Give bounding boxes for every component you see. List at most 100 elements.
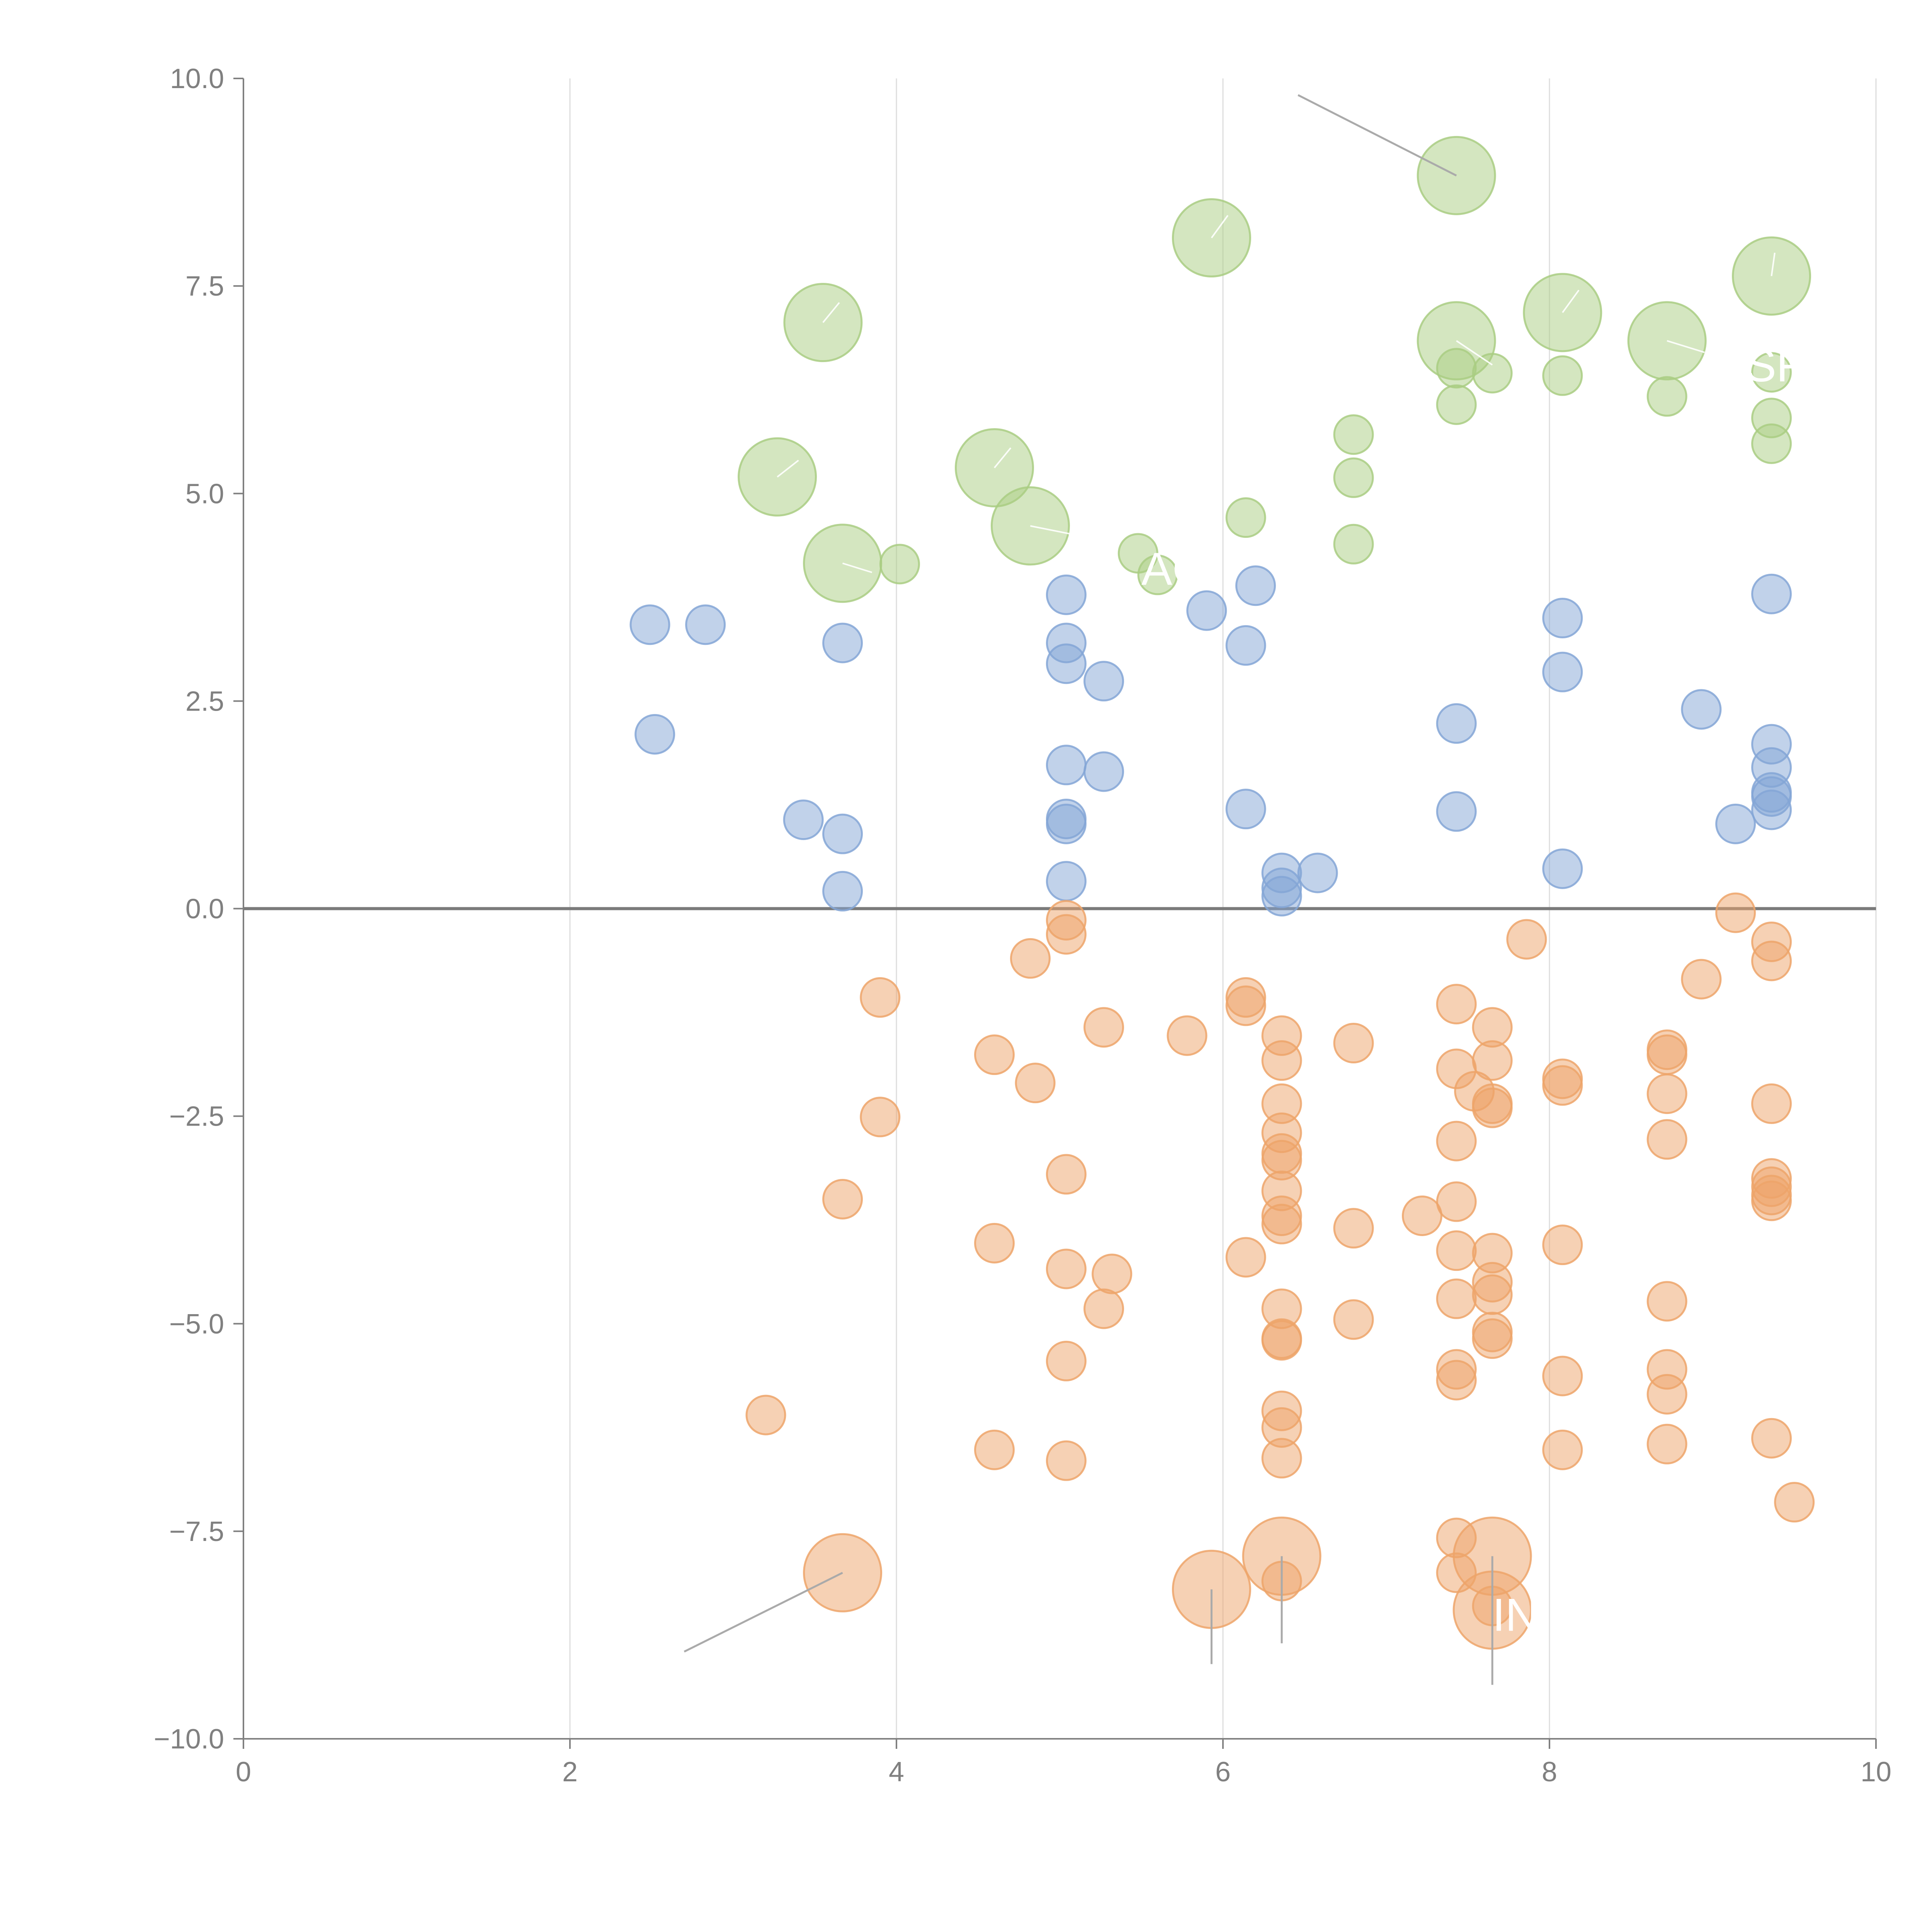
data-point-orange [1681, 959, 1722, 1000]
data-point-orange [1436, 1360, 1477, 1401]
data-point-orange [1436, 1230, 1477, 1271]
annotation-label: IN [1492, 1589, 1539, 1641]
data-point-orange [1046, 1154, 1087, 1195]
leader-line-inner [842, 562, 872, 573]
annotation-labels: AG SF IN [1141, 340, 1805, 1641]
data-point-orange [1436, 1552, 1477, 1593]
data-point-green [1333, 414, 1374, 455]
data-point-orange [1333, 1023, 1374, 1064]
data-points [629, 136, 1815, 1650]
data-point-blue [634, 714, 675, 755]
data-point-orange [1506, 919, 1547, 960]
data-point-blue [1297, 852, 1338, 893]
y-tick-label: 10.0 [170, 63, 224, 94]
data-point-orange [1751, 940, 1792, 981]
data-point-orange [1010, 938, 1051, 979]
data-point-orange [1472, 1318, 1513, 1359]
data-point-orange [1046, 1440, 1087, 1481]
data-point-orange [1646, 1281, 1687, 1322]
data-point-blue [1235, 565, 1276, 606]
data-point-blue [1436, 703, 1477, 744]
data-point-green [1523, 273, 1602, 352]
data-point-orange [1333, 1208, 1374, 1249]
data-point-orange [1401, 1195, 1442, 1236]
data-point-orange [1261, 1438, 1302, 1479]
data-point-green [1472, 353, 1513, 394]
data-point-blue [822, 813, 863, 854]
leader-line-inner [822, 302, 840, 323]
data-point-green [1751, 352, 1792, 393]
y-tick-label: 5.0 [185, 478, 224, 509]
data-point-orange [1646, 1119, 1687, 1160]
data-point-blue [1046, 745, 1087, 786]
data-point-orange [1774, 1482, 1815, 1523]
data-point-orange [1542, 1225, 1583, 1265]
data-point-orange [1751, 1180, 1792, 1221]
x-tick-label: 6 [1215, 1757, 1231, 1787]
leader-line-inner [777, 459, 799, 478]
data-point-orange [1092, 1253, 1133, 1294]
data-point-orange [974, 1429, 1015, 1470]
y-tick-label: −10.0 [154, 1724, 224, 1755]
data-point-orange [1646, 1034, 1687, 1075]
data-point-orange [1646, 1374, 1687, 1415]
leader-line-inner [1456, 340, 1493, 366]
data-point-blue [1225, 625, 1266, 666]
data-point-green [1436, 384, 1477, 425]
data-point-orange [1472, 1040, 1513, 1081]
data-point-blue [1046, 574, 1087, 615]
data-point-orange [1046, 1340, 1087, 1381]
x-tick-label: 10 [1861, 1757, 1891, 1787]
data-point-orange [1715, 892, 1756, 933]
data-point-orange [1225, 1237, 1266, 1278]
data-point-orange [1083, 1007, 1124, 1048]
data-point-orange [1436, 1278, 1477, 1319]
data-point-orange [803, 1533, 883, 1612]
data-point-orange [1646, 1423, 1687, 1464]
data-point-blue [1225, 789, 1266, 830]
data-point-green [1225, 497, 1266, 538]
data-point-blue [1715, 803, 1756, 844]
data-point-blue [1083, 751, 1124, 792]
data-point-orange [1261, 1040, 1302, 1081]
data-point-orange [1046, 1248, 1087, 1289]
data-point-orange [1542, 1429, 1583, 1470]
annotation-leaders [684, 94, 1776, 1685]
data-point-blue [1542, 598, 1583, 639]
data-point-orange [1046, 914, 1087, 955]
data-point-orange [1083, 1288, 1124, 1329]
data-point-orange [1261, 1320, 1302, 1361]
y-tick-label: 2.5 [185, 686, 224, 717]
data-point-orange [1472, 1274, 1513, 1315]
data-point-orange [1333, 1299, 1374, 1340]
data-point-green [1333, 524, 1374, 565]
data-point-orange [860, 1097, 901, 1138]
data-point-orange [1646, 1073, 1687, 1114]
y-tick-label: 0.0 [185, 894, 224, 925]
data-point-blue [822, 871, 863, 912]
data-point-green [1436, 348, 1477, 389]
data-point-orange [822, 1179, 863, 1219]
data-point-orange [860, 977, 901, 1018]
y-tick-label: −2.5 [169, 1101, 224, 1132]
data-point-orange [974, 1223, 1015, 1264]
data-point-orange [1542, 1065, 1583, 1106]
data-point-blue [1751, 789, 1792, 830]
data-point-blue [1046, 861, 1087, 902]
data-point-orange [1436, 1181, 1477, 1222]
leader-line-inner [1667, 340, 1705, 353]
data-point-blue [1681, 689, 1722, 730]
data-point-blue [822, 622, 863, 663]
data-point-orange [1542, 1355, 1583, 1396]
leader-line-inner [993, 447, 1012, 468]
data-point-orange [1751, 1083, 1792, 1124]
x-tick-label: 2 [562, 1757, 578, 1787]
data-point-blue [1542, 848, 1583, 889]
y-tick-label: −7.5 [169, 1516, 224, 1547]
leader-line [1298, 94, 1457, 177]
leader-line-inner [1030, 525, 1077, 536]
data-point-orange [1261, 1204, 1302, 1245]
leader-line-inner [1211, 215, 1229, 238]
x-tick-label: 0 [236, 1757, 251, 1787]
